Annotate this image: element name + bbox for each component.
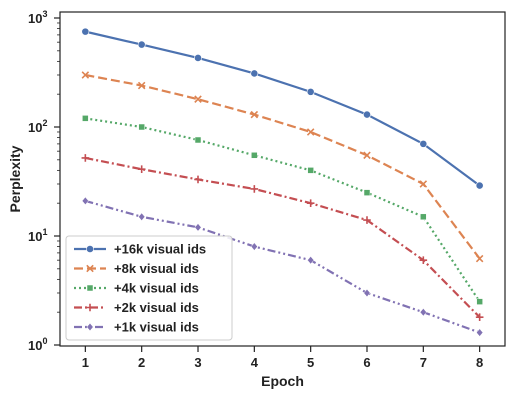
legend: +16k visual ids +8k visual ids +4k visual … xyxy=(65,235,233,341)
data-point xyxy=(194,54,202,62)
legend-entry: +4k visual ids xyxy=(74,281,199,296)
data-point xyxy=(250,242,258,251)
x-tick-label: 6 xyxy=(363,355,370,370)
series-line xyxy=(85,199,481,334)
data-point xyxy=(475,254,484,263)
y-tick-label: 102 xyxy=(28,118,47,135)
legend-box xyxy=(65,235,233,341)
series-line xyxy=(85,73,481,260)
data-point xyxy=(363,110,371,119)
x-axis-title: Epoch xyxy=(261,373,304,389)
y-tick-label: 101 xyxy=(28,227,47,244)
legend-entry: +16k visual ids xyxy=(74,242,206,257)
series-line xyxy=(85,30,481,187)
plot-frame xyxy=(59,11,506,347)
y-tick-label: 100 xyxy=(28,336,47,353)
data-point xyxy=(137,81,146,90)
data-point xyxy=(419,307,427,317)
data-point xyxy=(251,152,258,159)
data-point xyxy=(137,40,146,49)
data-point xyxy=(476,298,483,305)
data-point xyxy=(419,139,428,148)
legend-entry: +2k visual ids xyxy=(74,300,199,315)
data-point xyxy=(194,95,202,103)
data-point xyxy=(307,167,314,174)
series-line xyxy=(85,156,481,318)
legend-marker xyxy=(86,264,94,273)
series-2 xyxy=(81,71,484,263)
data-point xyxy=(82,115,89,122)
legend-entry: +1k visual ids xyxy=(74,320,199,335)
y-tick-label: 103 xyxy=(28,9,47,26)
data-point xyxy=(307,255,315,265)
data-point xyxy=(306,199,315,207)
data-point xyxy=(194,223,202,232)
series-layer xyxy=(81,27,484,337)
legend-entry: +8k visual ids xyxy=(74,261,199,276)
data-point xyxy=(250,69,259,78)
data-point xyxy=(194,136,202,144)
data-point xyxy=(363,189,371,196)
y-axis-title: Perplexity xyxy=(7,145,23,212)
series-1 xyxy=(81,27,484,190)
x-tick-label: 8 xyxy=(476,355,483,370)
data-point xyxy=(475,181,484,190)
legend-label: +16k visual ids xyxy=(114,242,206,257)
legend-label: +8k visual ids xyxy=(114,261,199,276)
data-point xyxy=(250,110,259,119)
x-tick-label: 4 xyxy=(251,355,259,370)
series-3 xyxy=(82,115,483,305)
data-point xyxy=(137,165,146,174)
data-point xyxy=(250,185,259,193)
data-point xyxy=(363,288,371,298)
data-point xyxy=(419,256,428,264)
data-point xyxy=(306,128,315,136)
data-point xyxy=(419,180,428,188)
data-point xyxy=(81,27,90,36)
data-point xyxy=(363,216,371,224)
legend-label: +1k visual ids xyxy=(114,320,199,335)
data-point xyxy=(420,213,427,221)
x-tick-label: 1 xyxy=(82,355,89,370)
data-point xyxy=(306,87,315,96)
data-point xyxy=(138,212,146,221)
data-point xyxy=(81,154,90,162)
legend-label: +2k visual ids xyxy=(114,300,199,315)
series-4 xyxy=(81,154,484,321)
data-point xyxy=(363,151,371,160)
series-5 xyxy=(81,196,484,337)
data-point xyxy=(81,196,89,206)
legend-marker xyxy=(86,245,94,253)
x-tick-label: 2 xyxy=(138,355,145,370)
legend-label: +4k visual ids xyxy=(114,281,199,296)
data-point xyxy=(81,71,90,79)
x-tick-label: 7 xyxy=(420,355,427,370)
data-point xyxy=(194,175,202,184)
data-point xyxy=(475,313,484,321)
series-line xyxy=(85,117,481,303)
data-point xyxy=(138,123,145,131)
data-point xyxy=(476,328,484,337)
legend-marker xyxy=(86,284,94,292)
x-tick-label: 5 xyxy=(307,355,314,370)
x-tick-label: 3 xyxy=(194,355,201,370)
chart-axes: 100 101 102 103 1 2 3 4 5 6 7 8 Epoch Perplexity xyxy=(7,9,506,389)
legend-marker xyxy=(86,322,94,332)
legend-marker xyxy=(86,303,94,312)
